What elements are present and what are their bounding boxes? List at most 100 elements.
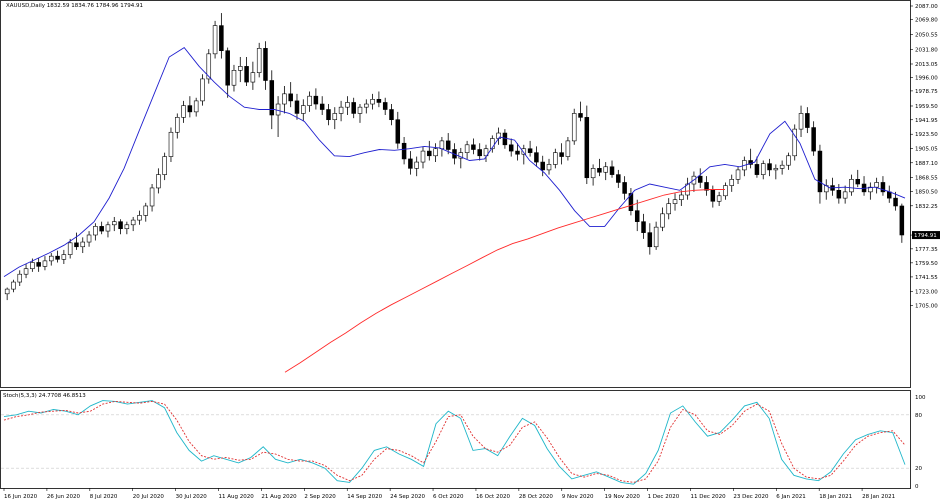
stoch-title: Stoch(5,3,3) 24.7708 46.8513 (3, 393, 86, 399)
candle-body (874, 182, 879, 188)
candle-body (868, 186, 873, 193)
y-tick-label: 1887.10 (915, 161, 938, 167)
candle-body (112, 221, 117, 226)
candle-body (798, 113, 804, 130)
candle-body (723, 185, 728, 197)
candle-body (11, 281, 16, 290)
candle-body (427, 150, 432, 157)
candle-body (282, 93, 287, 105)
y-tick-label: 1705.00 (915, 304, 938, 310)
stoch-layer (1, 400, 910, 485)
stoch-y-tick-label: 0 (915, 484, 919, 490)
y-tick-label: 2087.00 (915, 4, 938, 10)
candle-body (553, 152, 558, 165)
candle-body (36, 262, 41, 267)
candle-body (527, 148, 533, 153)
candle-body (817, 150, 823, 193)
stoch-main-line (3, 400, 906, 485)
candle-body (559, 152, 564, 157)
x-tick-label: 1 Dec 2020 (648, 494, 680, 500)
candle-body (483, 148, 489, 157)
y-tick-label: 1868.55 (915, 175, 938, 181)
candle-body (660, 213, 665, 228)
candle-body (672, 199, 678, 204)
candle-body (263, 48, 268, 81)
main-plot-frame (0, 0, 911, 388)
x-tick-label: 20 Jul 2020 (133, 494, 165, 500)
y-tick-label: 1759.50 (915, 261, 938, 267)
candle-body (408, 158, 413, 169)
candle-body (61, 254, 67, 260)
candle-body (301, 105, 306, 114)
y-tick-label: 1777.35 (915, 247, 938, 253)
candle-body (546, 164, 552, 171)
candle-body (628, 193, 634, 211)
x-tick-label: 14 Sep 2020 (347, 494, 382, 500)
candle-body (490, 138, 495, 150)
candle-body (80, 241, 86, 248)
candle-body (471, 144, 476, 150)
x-tick-label: 6 Jan 2021 (776, 494, 805, 500)
candle-body (124, 224, 130, 230)
candle-body (534, 152, 539, 163)
candle-body (439, 140, 445, 150)
y-tick-label: 1959.50 (915, 104, 938, 110)
candle-body (590, 168, 596, 179)
candle-body (382, 102, 388, 110)
candle-body (445, 140, 451, 150)
candle-body (729, 179, 734, 186)
candle-body (212, 25, 218, 55)
x-tick-label: 23 Dec 2020 (733, 494, 769, 500)
candle-body (17, 273, 23, 283)
candle-body (206, 53, 212, 80)
y-tick-label: 2069.80 (915, 17, 938, 23)
x-tick-label: 8 Jul 2020 (90, 494, 118, 500)
y-tick-label: 2031.80 (915, 47, 938, 53)
x-tick-label: 26 Jun 2020 (47, 494, 81, 500)
y-tick-label: 1741.55 (915, 275, 938, 281)
candle-body (697, 175, 703, 183)
candle-body (805, 113, 810, 128)
candle-body (641, 221, 646, 233)
candle-body (345, 102, 350, 108)
candle-body (74, 242, 79, 248)
x-tick-label: 11 Aug 2020 (219, 494, 255, 500)
axis-layer: 2087.00 2069.80 2050.55 2031.80 2013.05 1996.… (3, 4, 940, 500)
y-tick-label: 1941.95 (915, 118, 938, 124)
candle-body (30, 262, 35, 270)
candle-body (666, 203, 671, 215)
candle-body (319, 103, 325, 110)
candle-body (565, 140, 571, 157)
candle-body (886, 191, 892, 199)
candle-body (244, 66, 249, 83)
candle-body (294, 100, 300, 114)
y-tick-label: 1905.05 (915, 147, 938, 153)
y-tick-label: 1996.00 (915, 75, 938, 81)
y-tick-label: 1850.50 (915, 189, 938, 195)
x-tick-label: 30 Jul 2020 (176, 494, 208, 500)
stoch-y-tick-label: 80 (915, 413, 922, 419)
candle-body (842, 191, 848, 199)
candle-body (219, 25, 224, 52)
candle-body (288, 93, 293, 102)
x-tick-label: 18 Jan 2021 (819, 494, 852, 500)
candle-body (376, 99, 382, 103)
candle-body (67, 242, 73, 255)
candle-body (849, 179, 854, 193)
candle-body (647, 232, 653, 248)
candle-body (735, 169, 741, 180)
candle-body (275, 103, 281, 116)
candle-body (622, 182, 627, 194)
candle-body (130, 219, 136, 226)
candle-body (357, 106, 363, 114)
candle-body (521, 148, 527, 155)
candle-body (200, 78, 205, 102)
candle-body (603, 166, 608, 173)
stoch-plot-frame (0, 390, 911, 489)
candle-body (760, 163, 766, 175)
candle-body (389, 109, 394, 121)
candle-body (86, 234, 92, 243)
candle-body (508, 144, 514, 152)
candle-body (313, 95, 319, 105)
